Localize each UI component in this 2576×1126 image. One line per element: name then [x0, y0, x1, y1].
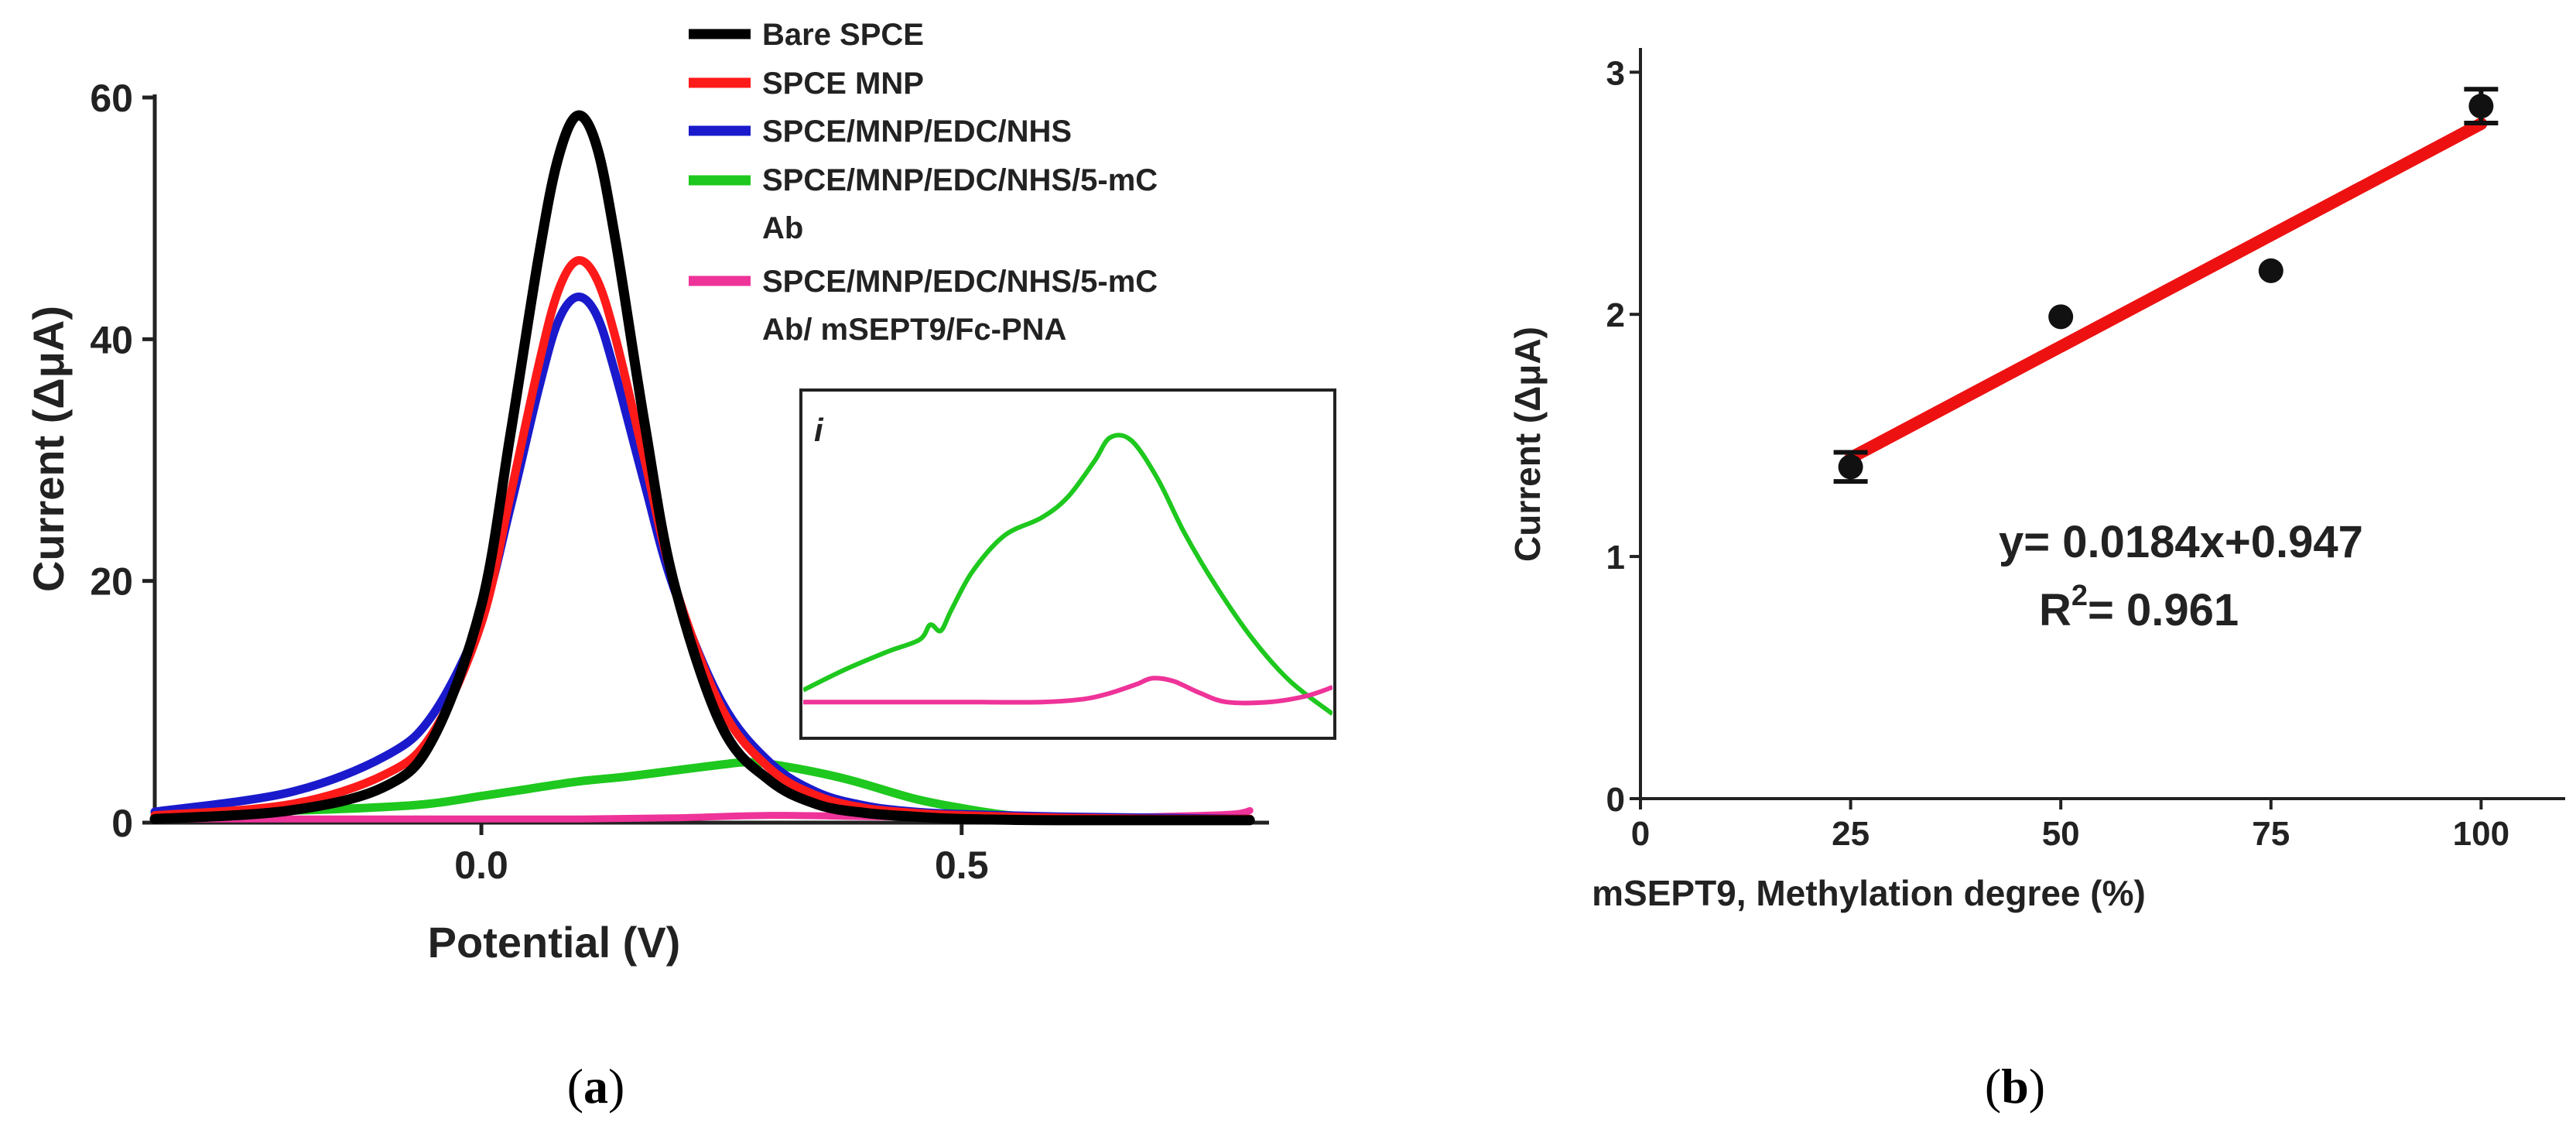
y-tick-label: 20 — [90, 560, 133, 604]
inset-frame — [799, 388, 1336, 740]
y-tick-label: 40 — [90, 318, 133, 361]
data-point — [1838, 454, 1863, 480]
panel-a: 0 20 40 60 0.0 0.5 i Bare SPCE SPCE MNP SPCE/… — [24, 18, 1336, 1114]
y-tick-label: 0 — [111, 802, 133, 845]
inset-series-line — [803, 433, 1332, 716]
regression-line — [1844, 117, 2488, 464]
legend-item-5mc-ab: SPCE/MNP/EDC/NHS/5-mC Ab — [689, 163, 1158, 245]
r2-prefix: R — [2039, 585, 2071, 635]
legend-item-spce-mnp-edc-nhs: SPCE/MNP/EDC/NHS — [689, 115, 1072, 149]
data-point — [2258, 258, 2284, 283]
x-axis-label: mSEPT9, Methylation degree (%) — [1592, 873, 2146, 913]
legend-label: SPCE MNP — [762, 67, 924, 101]
y-tick-label: 2 — [1606, 296, 1625, 334]
data-point — [2468, 94, 2494, 119]
y-axis-label: Current (ΔμA) — [1507, 327, 1548, 562]
x-tick-label: 0.0 — [454, 844, 508, 887]
y-tick-label: 60 — [90, 77, 133, 120]
data-point — [2048, 304, 2074, 330]
legend-item-fc-pna: SPCE/MNP/EDC/NHS/5-mC Ab/ mSEPT9/Fc-PNA — [689, 265, 1158, 347]
legend-label: SPCE/MNP/EDC/NHS — [762, 115, 1072, 149]
r2-value: = 0.961 — [2088, 585, 2239, 635]
inset-series — [803, 433, 1332, 716]
caption-a: (a) — [567, 1059, 625, 1114]
legend-label: SPCE/MNP/EDC/NHS/5-mC Ab — [762, 163, 1158, 245]
x-tick-label: 75 — [2252, 815, 2290, 853]
y-tick-label: 0 — [1606, 781, 1625, 819]
y-axis-label: Current (ΔμA) — [24, 306, 73, 592]
x-tick-label: 100 — [2453, 815, 2509, 853]
panel-b-ticks: 0 1 2 3 0 25 50 75 100 — [1606, 54, 2510, 853]
x-axis-label: Potential (V) — [428, 918, 681, 967]
legend-item-spce-mnp: SPCE MNP — [689, 67, 924, 101]
y-tick-label: 1 — [1606, 539, 1625, 577]
inset-plot: i — [799, 388, 1336, 740]
fit-line — [1844, 117, 2488, 464]
caption-b-letter: b — [2001, 1059, 2029, 1114]
legend-label: SPCE/MNP/EDC/NHS/5-mC Ab/ mSEPT9/Fc-PNA — [762, 265, 1158, 347]
y-tick-label: 3 — [1606, 54, 1625, 92]
inset-series-line — [803, 676, 1332, 706]
x-tick-label: 25 — [1832, 815, 1870, 853]
inset-label: i — [814, 412, 824, 448]
panel-a-ticks: 0 20 40 60 0.0 0.5 — [90, 77, 988, 887]
r2-superscript: 2 — [2071, 580, 2088, 612]
legend: Bare SPCE SPCE MNP SPCE/MNP/EDC/NHS SPCE… — [689, 18, 1158, 347]
x-tick-label: 0.5 — [935, 844, 989, 887]
legend-label: Bare SPCE — [762, 18, 924, 52]
fit-equation: y= 0.0184x+0.947 — [1999, 517, 2363, 567]
caption-a-letter: a — [583, 1059, 608, 1114]
fit-r-squared: R2= 0.961 — [2039, 580, 2239, 635]
x-tick-label: 50 — [2042, 815, 2080, 853]
panel-a-series — [149, 110, 1255, 826]
data-points — [1833, 87, 2499, 484]
panel-b-axes — [1639, 48, 2565, 800]
caption-b: (b) — [1985, 1059, 2045, 1114]
legend-item-bare-spce: Bare SPCE — [689, 18, 924, 52]
series-line — [149, 110, 1255, 826]
x-tick-label: 0 — [1631, 815, 1650, 853]
